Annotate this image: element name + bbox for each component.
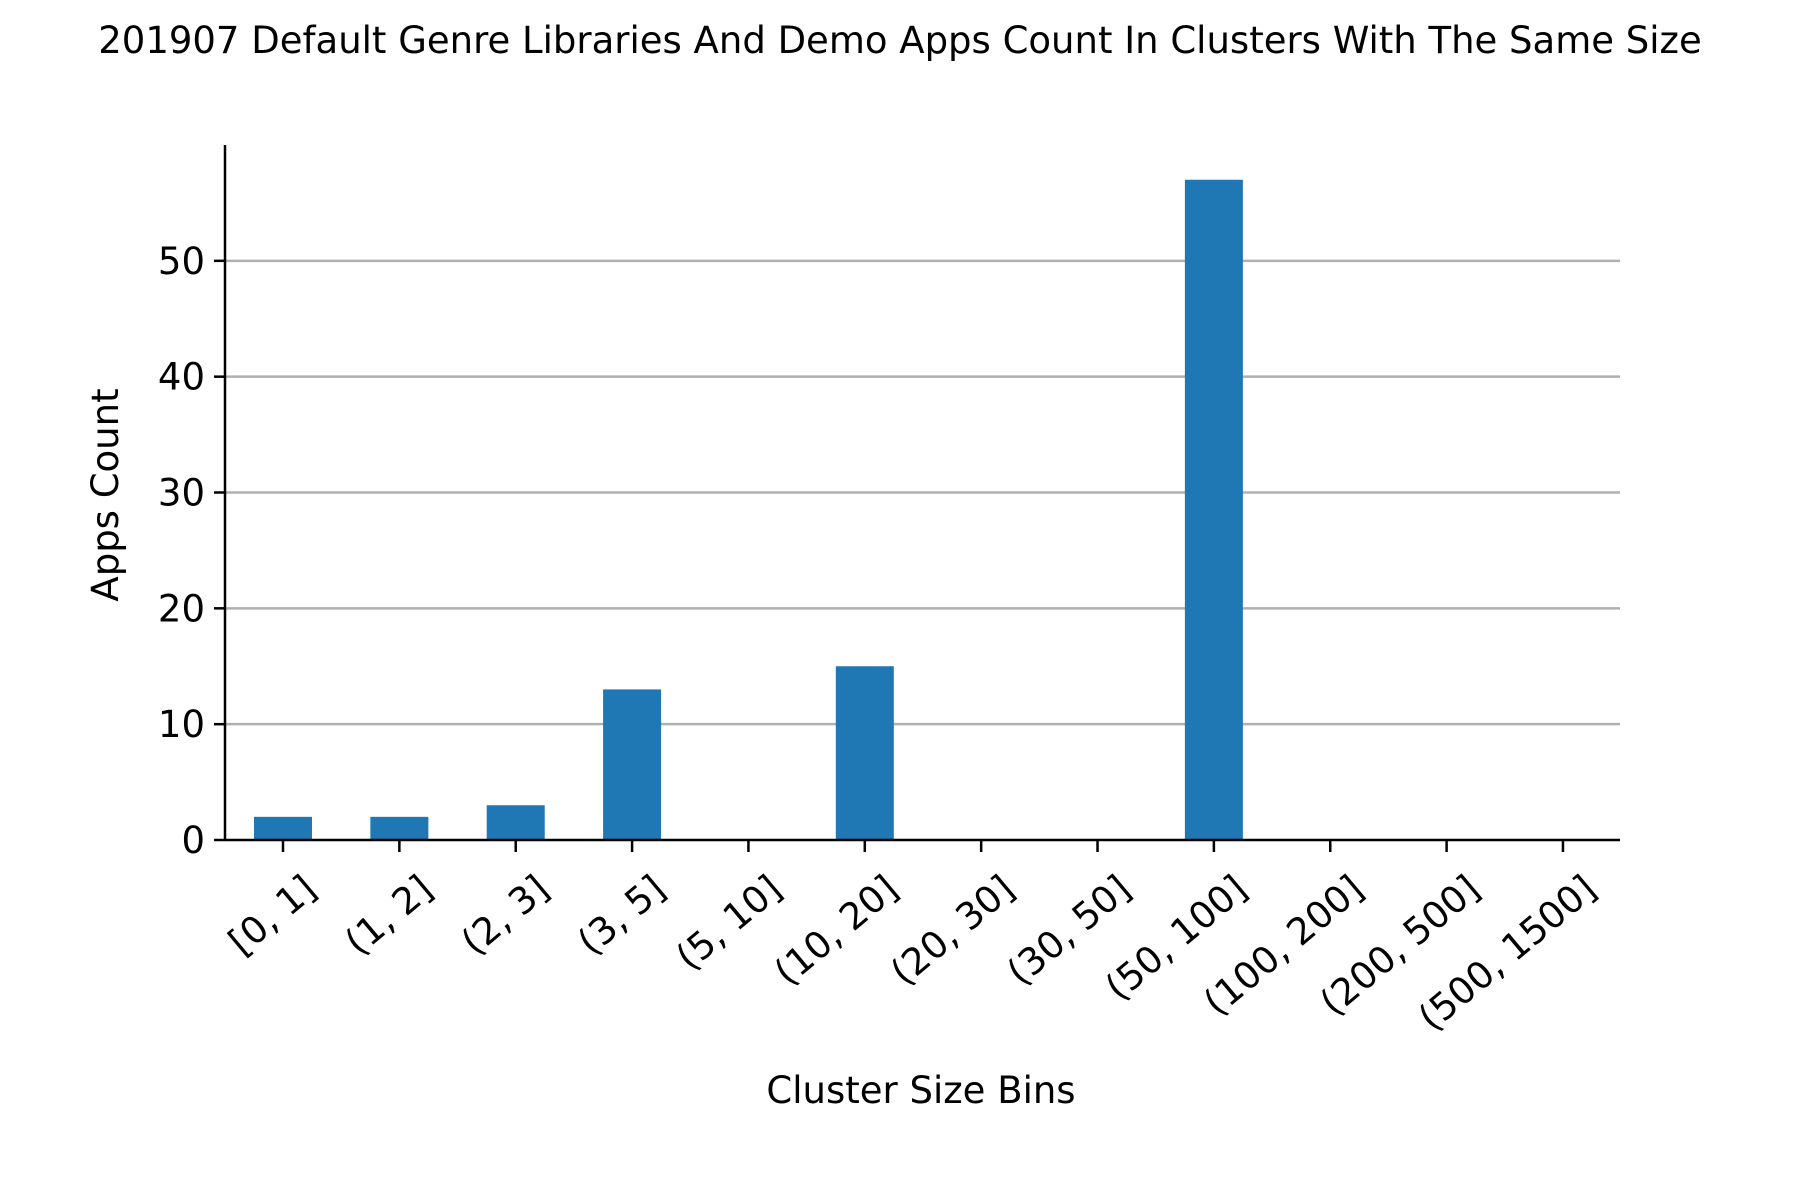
- bars: [254, 179, 1243, 840]
- y-tick-label: 30: [158, 472, 205, 515]
- y-ticks: 0 10 20 30 40 50: [158, 240, 225, 862]
- bar: [1184, 179, 1243, 840]
- x-tick-label: (10, 20]: [766, 867, 906, 994]
- y-tick-label: 40: [158, 356, 205, 399]
- bar: [254, 816, 312, 840]
- bar: [835, 666, 894, 840]
- x-tick-label: (20, 30]: [883, 867, 1023, 994]
- x-ticks: [0, 1] (1, 2] (2, 3] (3, 5](5, 10](10, 20](…: [220, 840, 1604, 1039]
- y-tick-label: 50: [158, 240, 205, 283]
- gridlines: [225, 259, 1620, 726]
- y-tick-label: 0: [181, 819, 205, 862]
- chart-title: 201907 Default Genre Libraries And Demo …: [98, 19, 1702, 62]
- y-axis-label: Apps Count: [84, 388, 127, 601]
- x-axis-label: Cluster Size Bins: [766, 1069, 1075, 1112]
- y-tick-label: 20: [158, 587, 205, 630]
- bar: [370, 816, 429, 840]
- x-tick-label: (1, 2]: [337, 867, 441, 964]
- bar: [603, 689, 662, 840]
- x-tick-label: (3, 5]: [570, 867, 674, 964]
- bar: [486, 805, 545, 840]
- x-tick-label: [0, 1]: [220, 867, 324, 964]
- y-tick-label: 10: [158, 703, 205, 746]
- x-tick-label: (2, 3]: [453, 867, 557, 964]
